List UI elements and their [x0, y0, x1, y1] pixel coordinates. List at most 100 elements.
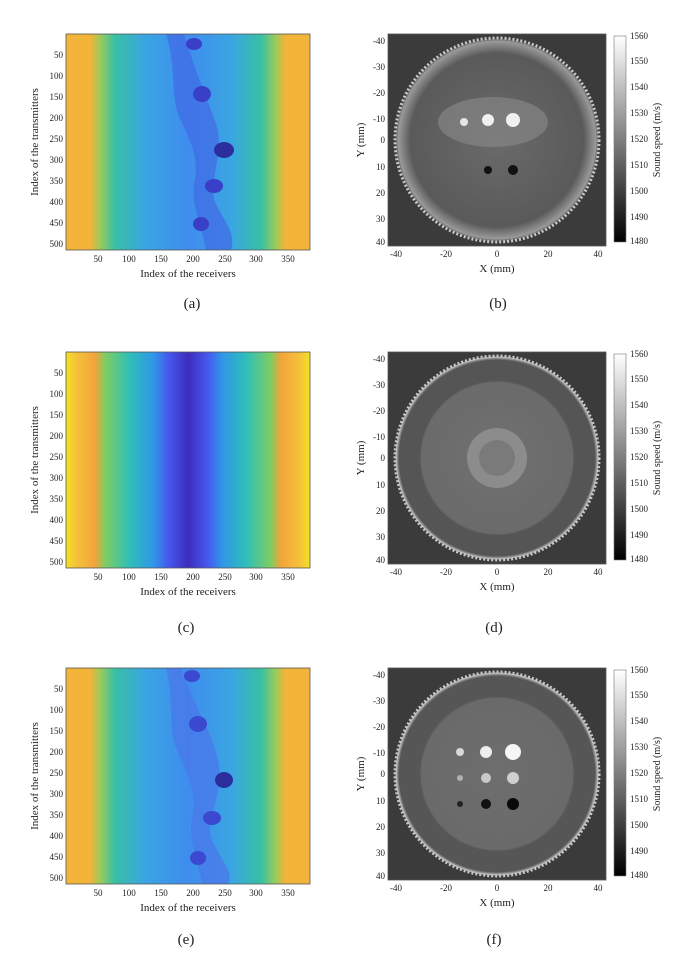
x-axis-label: X (mm): [479, 581, 514, 593]
svg-text:450: 450: [50, 536, 64, 546]
svg-text:200: 200: [186, 572, 200, 582]
svg-text:100: 100: [122, 888, 136, 898]
svg-text:150: 150: [50, 726, 64, 736]
svg-text:350: 350: [50, 810, 64, 820]
y-axis-label: Y (mm): [355, 122, 367, 157]
svg-text:-40: -40: [390, 567, 402, 577]
x-axis-label: Index of the receivers: [140, 268, 236, 280]
svg-text:1480: 1480: [630, 870, 649, 880]
svg-text:1520: 1520: [630, 768, 649, 778]
svg-text:1560: 1560: [630, 31, 649, 41]
svg-text:250: 250: [218, 888, 232, 898]
x-axis-ticks: 50 100 150 200 250 300 350: [94, 254, 296, 264]
svg-text:10: 10: [376, 480, 386, 490]
svg-text:350: 350: [281, 888, 295, 898]
svg-text:40: 40: [376, 871, 386, 881]
y-axis-ticks: -40 -30 -20 -10 0 10 20 30 40: [373, 354, 386, 565]
svg-text:20: 20: [376, 822, 386, 832]
svg-text:1500: 1500: [630, 820, 649, 830]
svg-text:20: 20: [376, 188, 386, 198]
svg-text:150: 150: [50, 410, 64, 420]
svg-text:-30: -30: [373, 380, 385, 390]
colorbar-label: Sound speed (m/s): [652, 103, 663, 177]
svg-text:50: 50: [94, 254, 104, 264]
svg-text:200: 200: [50, 113, 64, 123]
svg-text:1510: 1510: [630, 794, 649, 804]
svg-text:100: 100: [50, 71, 64, 81]
svg-text:40: 40: [594, 883, 604, 893]
svg-text:50: 50: [54, 684, 64, 694]
svg-text:-20: -20: [373, 88, 385, 98]
x-axis-label: Index of the receivers: [140, 902, 236, 914]
x-axis-label: X (mm): [479, 263, 514, 275]
svg-text:100: 100: [122, 572, 136, 582]
svg-text:1490: 1490: [630, 212, 649, 222]
svg-text:0: 0: [495, 883, 500, 893]
svg-text:1540: 1540: [630, 400, 649, 410]
panel-b: -40 -30 -20 -10 0 10 20 30 40 -40 -20 0 …: [350, 28, 670, 291]
svg-text:500: 500: [50, 873, 64, 883]
svg-text:500: 500: [50, 557, 64, 567]
x-axis-ticks: -40 -20 0 20 40: [390, 567, 603, 577]
colorbar-label: Sound speed (m/s): [652, 421, 663, 495]
svg-text:150: 150: [154, 254, 168, 264]
svg-text:1480: 1480: [630, 236, 649, 246]
svg-text:250: 250: [50, 768, 64, 778]
panel-a: 50 100 150 200 250 300 350 400 450 500 5…: [28, 28, 318, 291]
colorbar: [613, 669, 627, 877]
svg-text:300: 300: [249, 254, 263, 264]
svg-text:-20: -20: [373, 406, 385, 416]
svg-text:250: 250: [50, 452, 64, 462]
colorbar-ticks: 1560 1550 1540 1530 1520 1510 1500 1490 …: [630, 31, 649, 246]
svg-text:350: 350: [281, 254, 295, 264]
svg-text:40: 40: [594, 249, 604, 259]
svg-text:20: 20: [376, 506, 386, 516]
svg-text:-40: -40: [373, 670, 385, 680]
y-axis-label: Index of the transmitters: [29, 722, 41, 830]
svg-text:100: 100: [122, 254, 136, 264]
svg-text:-40: -40: [373, 354, 385, 364]
svg-text:200: 200: [186, 888, 200, 898]
svg-text:200: 200: [50, 431, 64, 441]
svg-text:30: 30: [376, 214, 386, 224]
svg-text:40: 40: [594, 567, 604, 577]
y-axis-ticks: 50 100 150 200 250 300 350 400 450 500: [50, 50, 64, 249]
caption-d: (d): [485, 620, 503, 636]
svg-text:1510: 1510: [630, 478, 649, 488]
svg-text:1490: 1490: [630, 530, 649, 540]
svg-text:0: 0: [381, 769, 386, 779]
colorbar: [613, 35, 627, 243]
svg-text:1540: 1540: [630, 82, 649, 92]
svg-text:450: 450: [50, 852, 64, 862]
sinogram-plot-a: 50 100 150 200 250 300 350 400 450 500 5…: [29, 33, 311, 280]
svg-text:1560: 1560: [630, 665, 649, 675]
svg-text:20: 20: [544, 883, 554, 893]
svg-text:400: 400: [50, 515, 64, 525]
svg-text:400: 400: [50, 197, 64, 207]
colorbar-ticks: 1560 1550 1540 1530 1520 1510 1500 1490 …: [630, 349, 649, 564]
svg-text:1530: 1530: [630, 426, 649, 436]
svg-text:1520: 1520: [630, 452, 649, 462]
y-axis-ticks: -40 -30 -20 -10 0 10 20 30 40: [373, 670, 386, 881]
svg-text:1480: 1480: [630, 554, 649, 564]
svg-text:0: 0: [381, 135, 386, 145]
svg-text:-30: -30: [373, 696, 385, 706]
recon-plot-f: -40 -30 -20 -10 0 10 20 30 40 -40 -20 0 …: [355, 665, 663, 909]
svg-text:1560: 1560: [630, 349, 649, 359]
svg-text:30: 30: [376, 848, 386, 858]
recon-plot-d: -40 -30 -20 -10 0 10 20 30 40 -40 -20 0 …: [355, 349, 663, 593]
caption-f: (f): [486, 932, 502, 948]
svg-text:50: 50: [54, 368, 64, 378]
svg-text:350: 350: [50, 176, 64, 186]
x-axis-ticks: 50 100 150 200 250 300 350: [94, 888, 296, 898]
sinogram-plot-e: 50 100 150 200 250 300 350 400 450 500 5…: [29, 667, 311, 914]
sinogram-plot-c: 50 100 150 200 250 300 350 400 450 500 5…: [29, 351, 311, 598]
y-axis-label: Index of the transmitters: [29, 406, 41, 514]
svg-text:450: 450: [50, 218, 64, 228]
colorbar: [613, 353, 627, 561]
svg-text:300: 300: [50, 473, 64, 483]
svg-text:250: 250: [218, 572, 232, 582]
caption-e: (e): [177, 932, 195, 948]
caption-a: (a): [183, 296, 201, 312]
x-axis-ticks: 50 100 150 200 250 300 350: [94, 572, 296, 582]
